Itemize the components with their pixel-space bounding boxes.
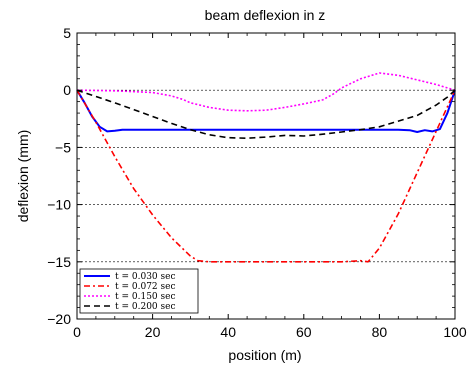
series-line-1 xyxy=(76,89,456,133)
x-tick-label: 80 xyxy=(372,324,388,340)
x-tick-label: 0 xyxy=(73,324,81,340)
y-tick-label: 5 xyxy=(63,25,71,41)
y-tick-label: 0 xyxy=(63,82,71,98)
legend-label: t = 0.150 sec xyxy=(115,292,176,302)
series-lines xyxy=(76,72,456,263)
legend-label: t = 0.030 sec xyxy=(115,272,176,282)
y-tick-label: −10 xyxy=(47,197,71,213)
legend-label: t = 0.200 sec xyxy=(115,302,176,312)
legend-label: t = 0.072 sec xyxy=(115,282,176,292)
chart-title: beam deflexion in z xyxy=(205,7,326,23)
x-tick-label: 100 xyxy=(443,324,467,340)
series-line-4 xyxy=(76,89,456,139)
x-tick-label: 20 xyxy=(145,324,161,340)
x-axis-label: position (m) xyxy=(228,347,301,363)
y-tick-label: −15 xyxy=(47,254,71,270)
y-axis-label: deflexion (mm) xyxy=(15,130,31,223)
grid-lines xyxy=(77,89,455,263)
x-tick-label: 40 xyxy=(220,324,236,340)
y-tick-label: −20 xyxy=(47,311,71,327)
axis-ticks: 0 20 40 60 80 100 5 0 −5 −10 −15 −20 xyxy=(47,25,467,340)
series-line-2 xyxy=(76,89,456,263)
x-tick-label: 60 xyxy=(296,324,312,340)
y-tick-label: −5 xyxy=(55,139,71,155)
series-line-3 xyxy=(76,72,456,112)
